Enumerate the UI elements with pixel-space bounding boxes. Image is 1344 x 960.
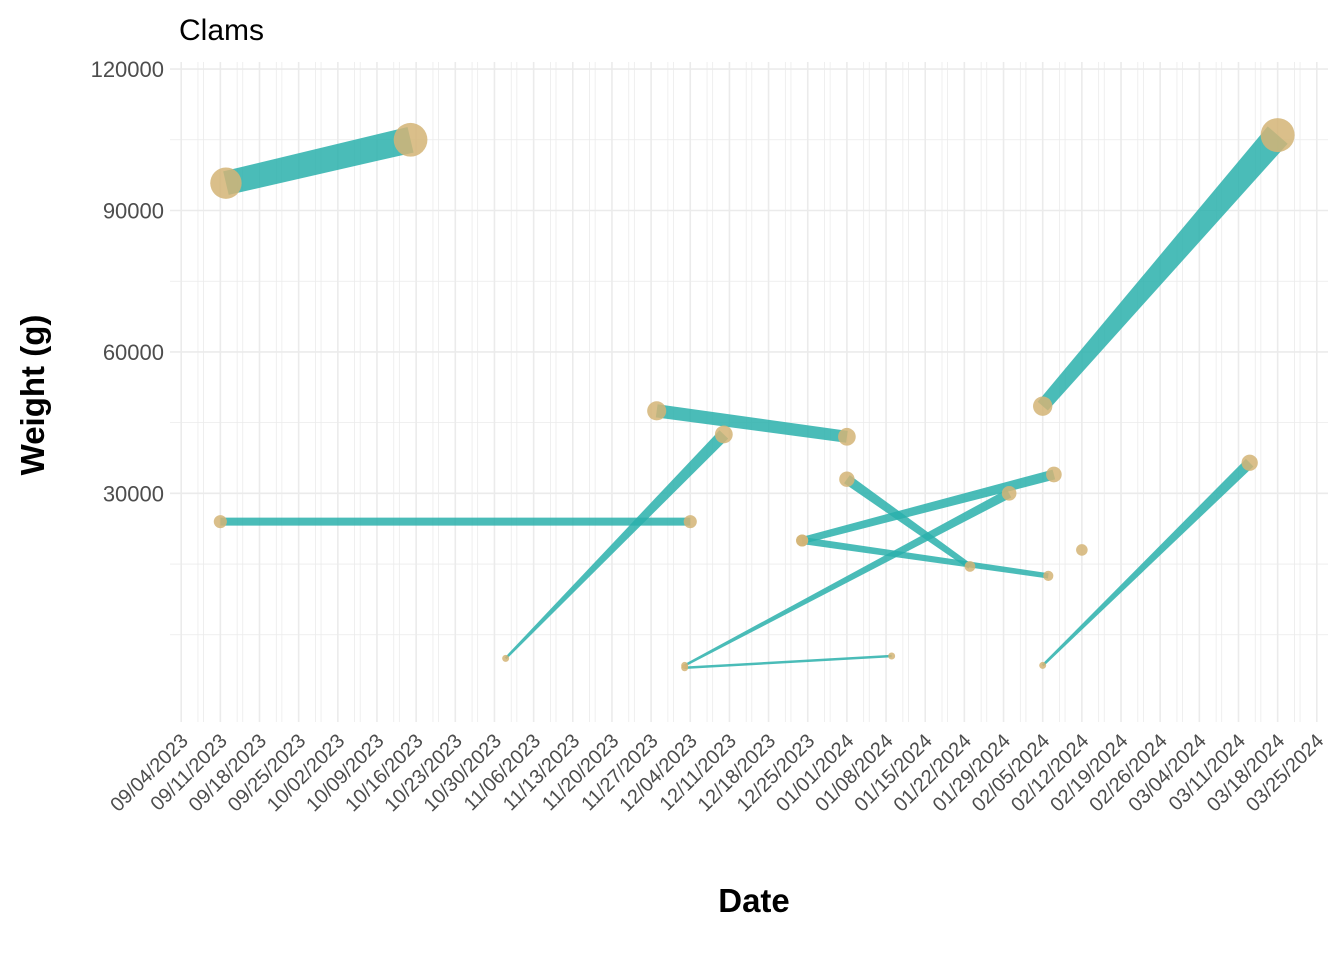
data-point	[1043, 570, 1054, 581]
data-point	[1039, 661, 1047, 669]
series-segment	[1037, 126, 1288, 411]
data-point	[1076, 544, 1088, 556]
data-point	[1241, 454, 1258, 471]
y-axis-label: Weight (g)	[14, 315, 51, 476]
data-point	[393, 122, 428, 157]
data-point	[1001, 486, 1017, 501]
series-segment	[504, 430, 729, 660]
data-point	[838, 427, 856, 446]
data-point	[683, 515, 697, 529]
series-layer	[220, 126, 1288, 670]
points-layer	[210, 118, 1295, 672]
data-point	[213, 515, 227, 529]
data-point	[1033, 396, 1053, 416]
data-point	[714, 425, 733, 444]
y-tick-label: 90000	[103, 199, 164, 224]
data-point	[888, 652, 896, 660]
chart-title: Clams	[179, 14, 264, 47]
series-segment	[684, 654, 892, 670]
x-axis-label: Date	[718, 882, 790, 919]
data-point	[1046, 466, 1062, 483]
data-point	[839, 471, 855, 487]
data-point	[210, 167, 242, 199]
series-segment	[844, 475, 972, 569]
data-point	[502, 654, 510, 662]
series-segment	[1041, 458, 1254, 667]
series-segment	[220, 517, 691, 526]
y-tick-label: 30000	[103, 481, 164, 506]
series-segment	[801, 469, 1056, 544]
data-point	[1260, 118, 1295, 153]
data-point	[796, 534, 809, 547]
data-point	[647, 401, 667, 421]
y-tick-label: 60000	[103, 340, 164, 365]
x-axis-ticks: 09/04/202309/11/202309/18/202309/25/2023…	[106, 730, 1328, 816]
series-segment	[223, 127, 414, 195]
data-point	[681, 661, 689, 669]
series-segment	[655, 404, 848, 443]
y-tick-label: 120000	[91, 57, 164, 82]
data-point	[964, 561, 976, 572]
series-segment	[801, 537, 1049, 579]
y-axis-ticks: 30000 60000 90000 120000	[91, 57, 164, 506]
